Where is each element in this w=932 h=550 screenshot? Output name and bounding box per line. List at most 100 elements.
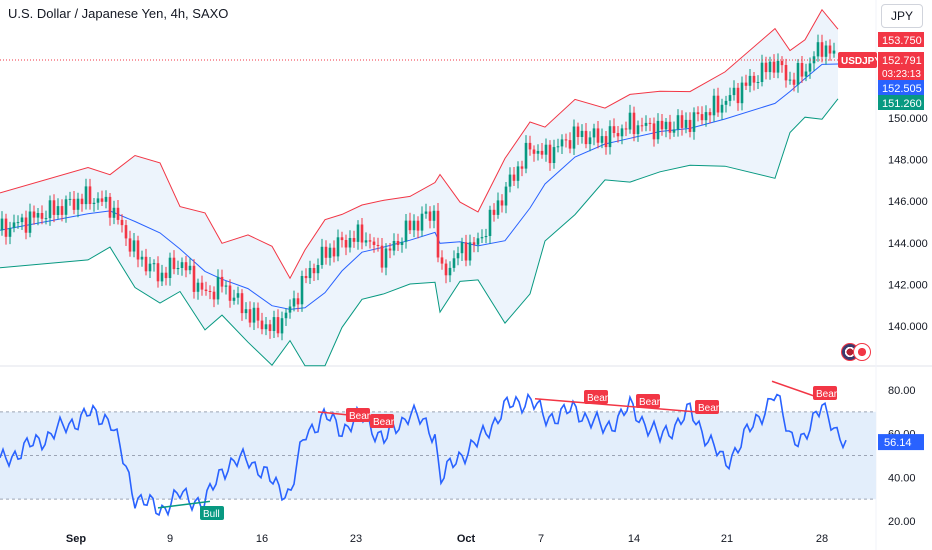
candle-body xyxy=(456,253,460,259)
time-axis-label: 16 xyxy=(256,533,268,545)
candle-body xyxy=(56,206,60,215)
candle-body xyxy=(160,272,164,282)
candle-body xyxy=(608,126,612,148)
candle-body xyxy=(560,139,564,147)
bear-label-box xyxy=(346,408,370,422)
candle-body xyxy=(628,112,632,130)
bear-label-box xyxy=(813,386,837,400)
candle-body xyxy=(496,200,500,215)
candle-body xyxy=(44,218,48,220)
candle-body xyxy=(660,120,664,130)
candle-body xyxy=(320,246,324,265)
candle-body xyxy=(616,133,620,137)
candle-body xyxy=(408,220,412,231)
candle-body xyxy=(796,63,800,85)
candle-body xyxy=(824,45,828,57)
candle-body xyxy=(652,123,656,140)
candle-body xyxy=(296,298,300,305)
candle-body xyxy=(508,174,512,187)
candle-body xyxy=(556,146,560,148)
candle-body xyxy=(780,60,784,66)
candle-body xyxy=(136,240,140,260)
currency-flags-icon[interactable] xyxy=(841,343,875,361)
candle-body xyxy=(500,200,504,206)
candle-body xyxy=(240,293,244,314)
candle-body xyxy=(588,137,592,145)
currency-button[interactable]: JPY xyxy=(881,4,923,28)
candles xyxy=(0,34,836,341)
candle-body xyxy=(248,309,252,323)
candle-body xyxy=(316,265,320,274)
lower-band-tag-label: 151.260 xyxy=(882,98,922,110)
candle-body xyxy=(108,196,112,218)
candle-body xyxy=(144,256,148,272)
bear-divergence-label: Bear xyxy=(636,394,661,408)
candle-body xyxy=(352,238,356,242)
candle-body xyxy=(256,307,260,321)
candle-body xyxy=(484,236,488,238)
candle-body xyxy=(148,263,152,272)
candle-body xyxy=(308,268,312,279)
candle-body xyxy=(336,237,340,257)
candle-body xyxy=(272,317,276,331)
candle-body xyxy=(360,224,364,243)
candle-body xyxy=(732,87,736,96)
bear-divergence-label: Bear xyxy=(584,390,609,404)
candle-body xyxy=(212,291,216,300)
candle-body xyxy=(464,242,468,261)
candle-body xyxy=(328,247,332,258)
candle-body xyxy=(776,60,780,73)
candle-body xyxy=(592,128,596,138)
bull-divergence-line xyxy=(157,500,211,509)
candle-body xyxy=(8,227,12,237)
candle-body xyxy=(772,61,776,73)
candle-body xyxy=(344,240,348,248)
candle-body xyxy=(800,63,804,77)
candle-body xyxy=(180,262,184,268)
candle-body xyxy=(504,186,508,206)
bear-divergence-label: Bear xyxy=(370,414,395,428)
candle-body xyxy=(580,130,584,137)
countdown-label: 03:23:13 xyxy=(882,69,921,80)
candle-body xyxy=(0,218,4,231)
candle-body xyxy=(680,115,684,128)
candle-body xyxy=(348,238,352,248)
basis-band-tag xyxy=(878,80,924,95)
candle-body xyxy=(356,224,360,242)
candle-body xyxy=(716,95,720,113)
candle-body xyxy=(184,262,188,271)
candle-body xyxy=(760,62,764,82)
candle-body xyxy=(176,268,180,270)
candle-body xyxy=(232,297,236,301)
candle-body xyxy=(24,217,28,233)
candle-body xyxy=(444,263,448,276)
time-axis-label: 23 xyxy=(350,533,362,545)
chart-title: U.S. Dollar / Japanese Yen, 4h, SAXO xyxy=(8,6,229,21)
candle-body xyxy=(536,150,540,154)
bear-label-text: Bear xyxy=(639,397,661,408)
candle-body xyxy=(804,71,808,77)
bollinger-lower-line xyxy=(0,98,839,367)
candle-body xyxy=(188,265,192,271)
candle-body xyxy=(636,125,640,135)
candle-body xyxy=(480,237,484,239)
candle-body xyxy=(440,257,444,264)
candle-body xyxy=(524,142,528,169)
candle-body xyxy=(120,219,124,226)
price-tick-label: 144.000 xyxy=(888,238,928,250)
candle-body xyxy=(412,220,416,231)
candle-body xyxy=(692,112,696,132)
candle-body xyxy=(740,82,744,104)
candle-body xyxy=(564,139,568,141)
candle-body xyxy=(332,247,336,257)
candle-body xyxy=(576,126,580,137)
time-axis-label: 28 xyxy=(816,533,828,545)
candle-body xyxy=(712,95,716,116)
symbol-tag xyxy=(838,52,877,68)
candle-body xyxy=(28,211,32,233)
candle-body xyxy=(72,198,76,210)
symbol-tag-label: USDJPY xyxy=(841,56,881,67)
time-axis-label: Sep xyxy=(66,533,86,545)
candle-body xyxy=(424,211,428,214)
